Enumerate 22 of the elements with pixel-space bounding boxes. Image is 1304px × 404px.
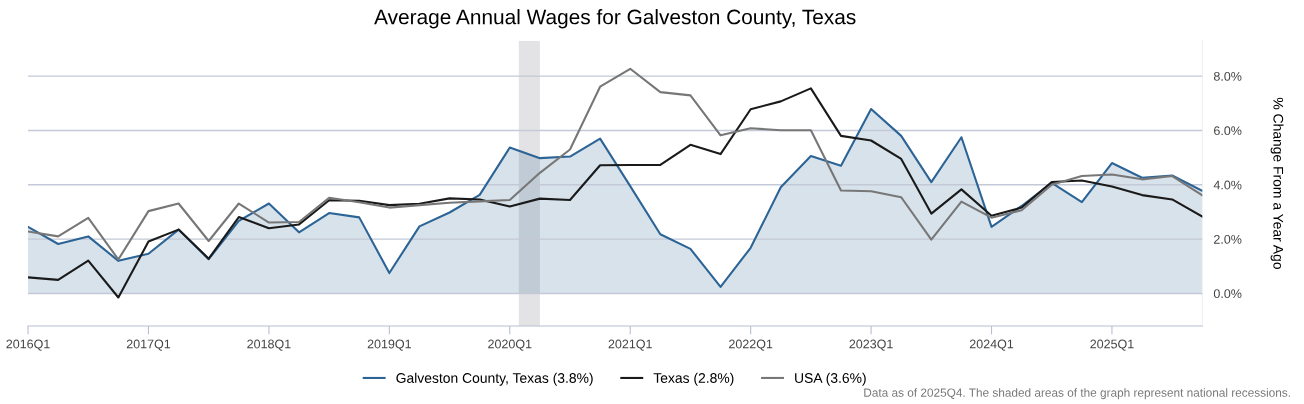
y-tick-label: 4.0%: [1213, 180, 1242, 190]
x-tick-label: 2021Q1: [608, 339, 652, 351]
y-tick-label: 6.0%: [1214, 126, 1242, 136]
x-tick-label: 2018Q1: [247, 339, 291, 351]
x-tick-label: 2020Q1: [488, 339, 532, 351]
x-tick-label: 2016Q1: [6, 339, 50, 351]
chart-title: Average Annual Wages for Galveston County, Texas: [374, 9, 856, 29]
y-axis-title: % Change From a Year Ago: [1270, 97, 1284, 269]
legend-label: USA (3.6%): [795, 372, 866, 386]
x-tick-label: 2024Q1: [969, 339, 1014, 351]
x-tick-label: 2019Q1: [367, 339, 411, 351]
x-tick-label: 2017Q1: [126, 339, 171, 351]
y-tick-label: 8.0%: [1213, 71, 1242, 81]
x-tick-label: 2022Q1: [729, 339, 773, 351]
legend-label: Texas (2.8%): [653, 372, 734, 386]
x-tick-label: 2025Q1: [1090, 339, 1134, 351]
line-series: [28, 67, 1203, 261]
y-tick-label: 2.0%: [1214, 234, 1242, 244]
x-tick-label: 2023Q1: [849, 339, 893, 351]
text: Data as of 2025Q4. The shaded areas of the graph represent national recessions.: [864, 388, 1290, 400]
legend-label: Galveston County, Texas (3.8%): [396, 372, 593, 386]
y-tick-label: 0.0%: [1213, 289, 1242, 299]
